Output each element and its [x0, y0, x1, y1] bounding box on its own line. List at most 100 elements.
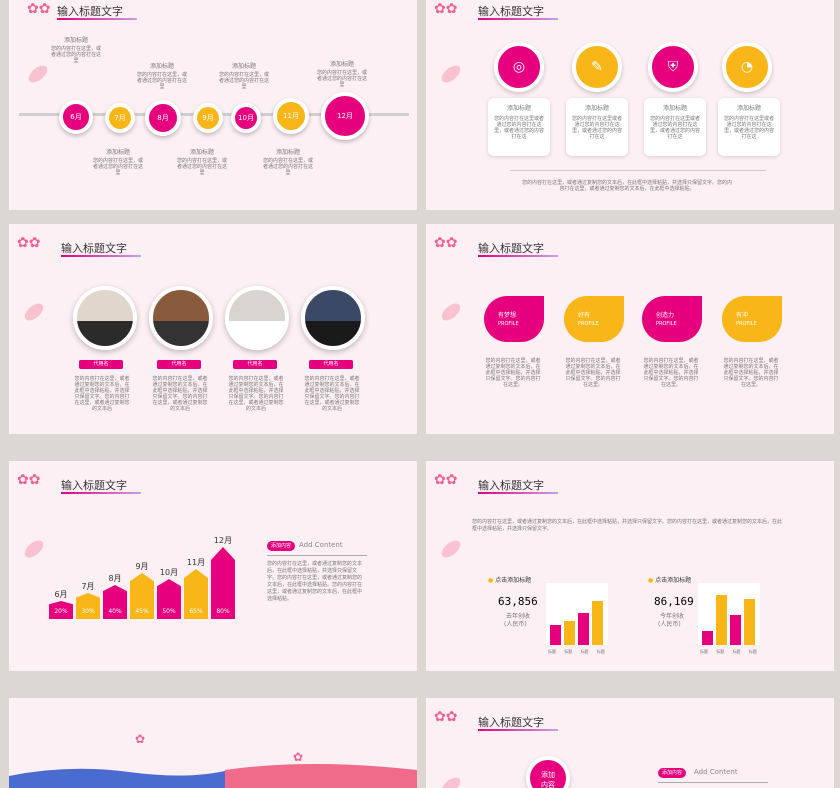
chart-bar: 65% [184, 569, 208, 619]
wave-banner [9, 764, 417, 788]
title-underline [61, 492, 141, 494]
petal-icon [21, 537, 47, 561]
slide-title: 输入标题文字 [478, 479, 544, 492]
chart-bar: 30% [76, 593, 100, 619]
slide-cover[interactable]: ✿ ✿ [9, 698, 417, 788]
slide-timeline[interactable]: ✿✿ 输入标题文字 6月 7月 8月 9月 10月 11月 12月 添加标题 您… [9, 0, 417, 210]
title-underline [478, 492, 558, 494]
slide-icons[interactable]: ✿✿ 输入标题文字 ◎ ✎ ⛨ ◔ 添加标题 您的内容打在这里或者通过您的内容打… [426, 0, 834, 210]
bio-text: 您的内容打在这里，或者通过复制您的文本后，在此框中选择粘贴，并选择只保留文字。您… [74, 376, 130, 412]
mini-bar [550, 625, 561, 645]
slide-title: 输入标题文字 [478, 716, 544, 729]
target-icon: ◎ [494, 42, 544, 92]
mini-bar [592, 601, 603, 645]
chart-category-label: 9月 [135, 562, 149, 571]
profile-text: 您的内容打在这里，或者通过复制您的文本后，在此框中选择粘贴，并选择只保留文字。您… [643, 358, 699, 388]
blossom-icon: ✿ [293, 750, 304, 764]
timeline-desc: 您的内容打在这里，或者通过您的内容打在这里 [219, 72, 270, 90]
stat-label: 今年创收 [660, 613, 685, 620]
mini-bar [578, 613, 589, 645]
timeline-node: 10月 [231, 103, 261, 133]
chart-value-label: 80% [216, 608, 230, 615]
title-underline [478, 18, 558, 20]
content-tag: 添加内容 [658, 768, 686, 778]
petal-icon [438, 774, 464, 788]
clock-icon: ◔ [722, 42, 772, 92]
timeline-node: 8月 [145, 100, 181, 136]
slide-title: 输入标题文字 [478, 5, 544, 18]
timeline-desc: 您的内容打在这里，或者通过您的内容打在这里 [51, 46, 102, 64]
document-icon: ✎ [572, 42, 622, 92]
name-badge: 代用名 [233, 360, 277, 369]
avatar [73, 286, 137, 350]
bio-text: 您的内容打在这里，或者通过复制您的文本后，在此框中选择粘贴，并选择只保留文字。您… [228, 376, 284, 412]
stat-unit: (人民币) [504, 621, 527, 628]
info-card: 添加标题 您的内容打在这里或者通过您的内容打在这里，或者通过您的内容打在这 [644, 98, 706, 156]
timeline-label: 添加标题 [63, 37, 88, 44]
timeline-desc: 您的内容打在这里，或者通过您的内容打在这里 [137, 72, 188, 90]
divider [658, 782, 768, 783]
profile-drop: 好有 PROFILE [564, 296, 624, 342]
chart-category-label: 11月 [186, 558, 206, 567]
shield-icon: ⛨ [648, 42, 698, 92]
bar-labels: 标题 标题 标题 标题 [700, 649, 757, 654]
slide-title: 输入标题文字 [57, 5, 123, 18]
blossom-icon: ✿✿ [27, 1, 51, 17]
chart-bar: 45% [130, 573, 154, 619]
bar-labels: 标题 标题 标题 标题 [548, 649, 605, 654]
blossom-icon: ✿✿ [17, 472, 41, 488]
chart-category-label: 12月 [213, 536, 233, 545]
stat-label: 去年创收 [506, 613, 531, 620]
center-circle: 添加 内容 [526, 756, 570, 788]
stat-title: ● 点击添加标题 [648, 577, 692, 584]
stat-value: 63,856 [498, 595, 538, 608]
avatar [301, 286, 365, 350]
chart-value-label: 50% [162, 608, 176, 615]
slide-bar-chart[interactable]: ✿✿ 输入标题文字 20% 6月 30% 7月 40% 8月 45% 9月 50% 10月 65% 1… [9, 461, 417, 671]
bio-text: 您的内容打在这里，或者通过复制您的文本后，在此框中选择粘贴，并选择只保留文字。您… [152, 376, 208, 412]
avatar [225, 286, 289, 350]
slide-team[interactable]: ✿✿ 输入标题文字 代用名 代用名 代用名 代用名 您的内容打在这里，或者通过复… [9, 224, 417, 434]
slide-stats[interactable]: ✿✿ 输入标题文字 您的内容打在这里，或者通过复制您的文本后，在此框中选择粘贴，… [426, 461, 834, 671]
chart-category-label: 10月 [159, 568, 179, 577]
chart-bar: 20% [49, 601, 73, 619]
info-card: 添加标题 您的内容打在这里或者通过您的内容打在这里，或者通过您的内容打在这 [718, 98, 780, 156]
chart-category-label: 7月 [81, 582, 95, 591]
mini-bar [702, 631, 713, 645]
blossom-icon: ✿✿ [434, 709, 458, 725]
timeline-desc: 您的内容打在这里，或者通过您的内容打在这里 [93, 158, 144, 176]
info-card: 添加标题 您的内容打在这里或者通过您的内容打在这里，或者通过您的内容打在这 [566, 98, 628, 156]
blossom-icon: ✿ [135, 732, 146, 746]
timeline-node: 11月 [273, 98, 309, 134]
divider [267, 555, 367, 556]
chart-value-label: 45% [135, 608, 149, 615]
stat-unit: (人民币) [658, 621, 681, 628]
petal-icon [438, 300, 464, 324]
mini-bar [716, 595, 727, 645]
chart-bar: 40% [103, 585, 127, 619]
timeline-node: 9月 [193, 103, 223, 133]
profile-drop: 创造力 PROFILE [642, 296, 702, 342]
divider [510, 170, 766, 171]
timeline-label: 添加标题 [275, 149, 300, 156]
chart-value-label: 40% [108, 608, 122, 615]
profile-text: 您的内容打在这里，或者通过复制您的文本后，在此框中选择粘贴，并选择只保留文字。您… [565, 358, 621, 388]
slide-title: 输入标题文字 [478, 242, 544, 255]
timeline-node: 7月 [105, 103, 135, 133]
timeline-label: 添加标题 [231, 63, 256, 70]
timeline-desc: 您的内容打在这里，或者通过您的内容打在这里 [177, 158, 228, 176]
timeline-desc: 您的内容打在这里，或者通过您的内容打在这里 [263, 158, 314, 176]
slide-last[interactable]: ✿✿ 输入标题文字 添加 内容 添加内容 Add Content [426, 698, 834, 788]
intro-text: 您的内容打在这里，或者通过复制您的文本后，在此框中选择粘贴，并选择只保留文字。您… [472, 519, 783, 532]
chart-value-label: 30% [81, 608, 95, 615]
timeline-desc: 您的内容打在这里，或者通过您的内容打在这里 [317, 70, 368, 88]
blossom-icon: ✿✿ [434, 1, 458, 17]
profile-text: 您的内容打在这里，或者通过复制您的文本后，在此框中选择粘贴，并选择只保留文字。您… [485, 358, 541, 388]
profile-text: 您的内容打在这里，或者通过复制您的文本后，在此框中选择粘贴，并选择只保留文字。您… [723, 358, 779, 388]
slide-profile[interactable]: ✿✿ 输入标题文字 有梦想 PROFILE 好有 PROFILE 创造力 PROFIL… [426, 224, 834, 434]
mini-bar [564, 621, 575, 645]
chart-bar: 80% [211, 547, 235, 619]
stat-value: 86,169 [654, 595, 694, 608]
mini-bar [730, 615, 741, 645]
slide-title: 输入标题文字 [61, 479, 127, 492]
